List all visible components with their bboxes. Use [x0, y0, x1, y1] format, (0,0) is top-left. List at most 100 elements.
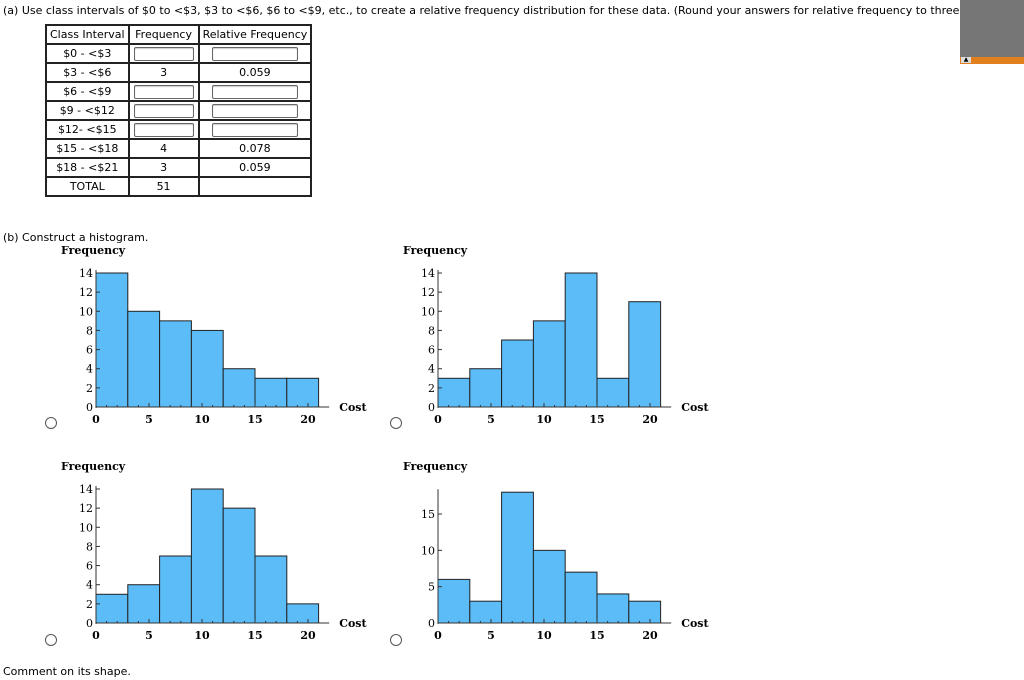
histogram-bar [190, 329, 224, 408]
relative-frequency-cell [197, 176, 313, 197]
x-tick-label: 5 [487, 413, 495, 426]
histogram-bar [501, 491, 534, 624]
x-tick-label: 10 [194, 413, 210, 426]
table-row: TOTAL 51 [45, 176, 313, 197]
interval-cell: $3 - <$6 [45, 62, 130, 83]
frequency-cell: 51 [127, 176, 200, 197]
x-tick-label: 20 [642, 629, 658, 642]
option-radio-2[interactable] [390, 417, 402, 429]
histogram-bar [254, 555, 288, 624]
histogram-bar [437, 377, 471, 408]
y-tick-label: 10 [79, 521, 93, 534]
y-tick-label: 4 [428, 363, 435, 376]
header-relative-frequency: Relative Frequency [197, 24, 313, 45]
histogram-bar [95, 272, 129, 408]
y-axis-label: Frequency [61, 460, 126, 473]
y-tick-label: 2 [86, 382, 93, 395]
y-axis-label: Frequency [61, 244, 126, 257]
relative-frequency-cell: 0.078 [197, 138, 313, 159]
y-tick-label: 4 [86, 579, 93, 592]
y-axis-label: Frequency [403, 244, 468, 257]
table-row: $18 - <$21 3 0.059 [45, 157, 313, 178]
y-tick-label: 6 [86, 344, 93, 357]
y-tick-label: 14 [421, 267, 435, 280]
interval-cell: $18 - <$21 [45, 157, 130, 178]
x-axis-label: Cost [339, 617, 367, 630]
option-radio-3[interactable] [45, 634, 57, 646]
frequency-cell: 4 [127, 138, 200, 159]
y-tick-label: 14 [79, 483, 93, 496]
table-row: $6 - <$9 [45, 81, 313, 102]
x-tick-label: 5 [145, 413, 153, 426]
frequency-input[interactable] [133, 84, 194, 99]
histogram-bar [286, 603, 320, 624]
y-tick-label: 0 [428, 401, 435, 414]
y-tick-label: 10 [421, 544, 435, 557]
scrollbar[interactable] [960, 57, 1024, 64]
option-radio-1[interactable] [45, 417, 57, 429]
histogram-bar [532, 549, 566, 624]
histogram-bar [628, 600, 662, 624]
x-tick-label: 0 [92, 413, 100, 426]
y-tick-label: 2 [428, 382, 435, 395]
y-tick-label: 14 [79, 267, 93, 280]
histogram-bar [159, 320, 192, 408]
scroll-up-arrow-icon[interactable]: ▲ [961, 57, 971, 63]
option-radio-4[interactable] [390, 634, 402, 646]
histogram-1: 0 2 4 6 8 10 12 14 0 5 10 15 20 Frequency Cost [61, 244, 367, 426]
part-b-prompt: (b) Construct a histogram. [3, 231, 149, 244]
interval-cell: $9 - <$12 [45, 100, 130, 121]
x-tick-label: 5 [145, 629, 153, 642]
histogram-bar [532, 320, 566, 408]
y-tick-label: 8 [86, 540, 93, 553]
frequency-table: Class Interval Frequency Relative Freque… [45, 24, 313, 197]
histogram-bar [564, 571, 598, 624]
side-panel [960, 0, 1024, 64]
header-frequency: Frequency [127, 24, 200, 45]
histogram-bar [596, 377, 630, 408]
x-tick-label: 20 [642, 413, 658, 426]
frequency-input[interactable] [133, 103, 194, 118]
histogram-bar [564, 272, 598, 408]
table-row: $9 - <$12 [45, 100, 313, 121]
frequency-input[interactable] [133, 122, 194, 137]
histogram-bar [596, 593, 630, 624]
interval-cell: $0 - <$3 [45, 43, 130, 64]
y-tick-label: 12 [421, 286, 435, 299]
y-tick-label: 6 [86, 560, 93, 573]
table-row: $0 - <$3 [45, 43, 313, 64]
x-tick-label: 5 [487, 629, 495, 642]
histogram-3: 0 2 4 6 8 10 12 14 0 5 10 15 20 Frequency Cost [61, 460, 367, 642]
histogram-bar [127, 584, 161, 624]
frequency-cell: 3 [127, 157, 200, 178]
y-tick-label: 12 [79, 286, 93, 299]
x-axis-label: Cost [681, 617, 709, 630]
interval-cell: $6 - <$9 [45, 81, 130, 102]
relative-frequency-input[interactable] [211, 46, 298, 61]
y-tick-label: 12 [79, 502, 93, 515]
y-tick-label: 4 [86, 363, 93, 376]
y-tick-label: 15 [421, 508, 435, 521]
relative-frequency-input[interactable] [211, 122, 298, 137]
x-tick-label: 15 [247, 629, 262, 642]
y-tick-label: 10 [421, 305, 435, 318]
histogram-bar [222, 507, 256, 624]
histogram-bar [190, 488, 224, 624]
histogram-2: 0 2 4 6 8 10 12 14 0 5 10 15 20 Frequency Cost [403, 244, 709, 426]
y-tick-label: 0 [86, 617, 93, 630]
frequency-input[interactable] [133, 46, 194, 61]
x-tick-label: 15 [247, 413, 262, 426]
relative-frequency-input[interactable] [211, 84, 298, 99]
table-row: $12- <$15 [45, 119, 313, 140]
interval-cell: TOTAL [45, 176, 130, 197]
table-row: $15 - <$18 4 0.078 [45, 138, 313, 159]
x-tick-label: 20 [300, 629, 316, 642]
y-tick-label: 8 [428, 324, 435, 337]
y-tick-label: 0 [86, 401, 93, 414]
y-tick-label: 2 [86, 598, 93, 611]
relative-frequency-input[interactable] [211, 103, 298, 118]
x-axis-label: Cost [339, 401, 367, 414]
histogram-bar [437, 578, 471, 624]
y-tick-label: 6 [428, 344, 435, 357]
y-tick-label: 5 [428, 581, 435, 594]
